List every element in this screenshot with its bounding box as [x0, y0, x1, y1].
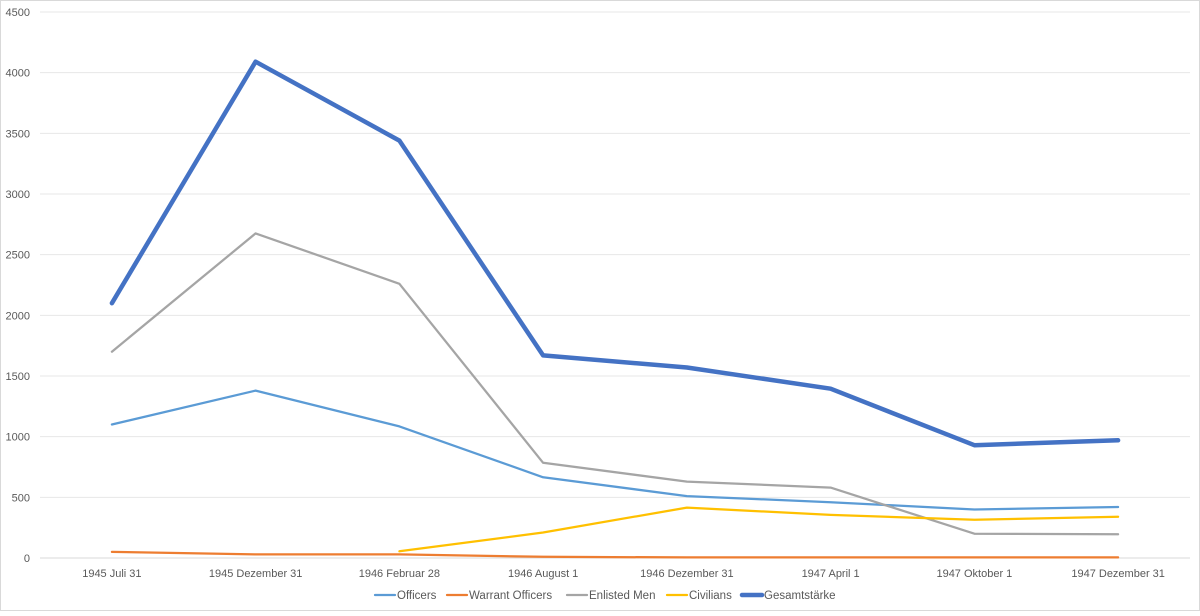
legend-label: Officers	[397, 590, 437, 602]
legend-label: Civilians	[689, 590, 732, 602]
x-tick-label: 1947 Oktober 1	[936, 568, 1012, 580]
y-tick-label: 1000	[6, 432, 30, 444]
y-tick-label: 3000	[6, 189, 30, 201]
y-tick-label: 4500	[6, 7, 30, 19]
y-tick-label: 500	[12, 492, 30, 504]
x-tick-label: 1946 Februar 28	[359, 568, 440, 580]
x-tick-label: 1945 Juli 31	[82, 568, 141, 580]
x-tick-label: 1946 August 1	[508, 568, 578, 580]
series-lines	[109, 59, 1121, 559]
legend-label: Warrant Officers	[469, 590, 552, 602]
legend: Officers Warrant Officers Enlisted Men Civi…	[373, 590, 836, 602]
y-tick-label: 2000	[6, 310, 30, 322]
legend-label: Enlisted Men	[589, 590, 655, 602]
series-line-gesamtst-rke	[109, 59, 1121, 448]
x-tick-label: 1945 Dezember 31	[209, 568, 303, 580]
y-tick-label: 3500	[6, 128, 30, 140]
x-tick-label: 1946 Dezember 31	[640, 568, 734, 580]
y-tick-label: 0	[24, 553, 30, 565]
series-line-officers	[110, 389, 1120, 511]
y-tick-label: 2500	[6, 250, 30, 262]
series-line-civilians	[398, 506, 1120, 553]
legend-label: Gesamtstärke	[764, 590, 836, 602]
x-axis-tick-labels: 1945 Juli 31 1945 Dezember 31 1946 Februar…	[82, 568, 1165, 580]
series-line-enlisted-men	[110, 232, 1120, 536]
x-tick-label: 1947 Dezember 31	[1071, 568, 1165, 580]
x-tick-label: 1947 April 1	[802, 568, 860, 580]
y-tick-label: 1500	[6, 371, 30, 383]
y-axis-tick-labels: 0 500 1000 1500 2000 2500 3000 3500 4000 4500	[6, 7, 30, 565]
series-line-warrant-officers	[110, 550, 1120, 559]
y-tick-label: 4000	[6, 68, 30, 80]
